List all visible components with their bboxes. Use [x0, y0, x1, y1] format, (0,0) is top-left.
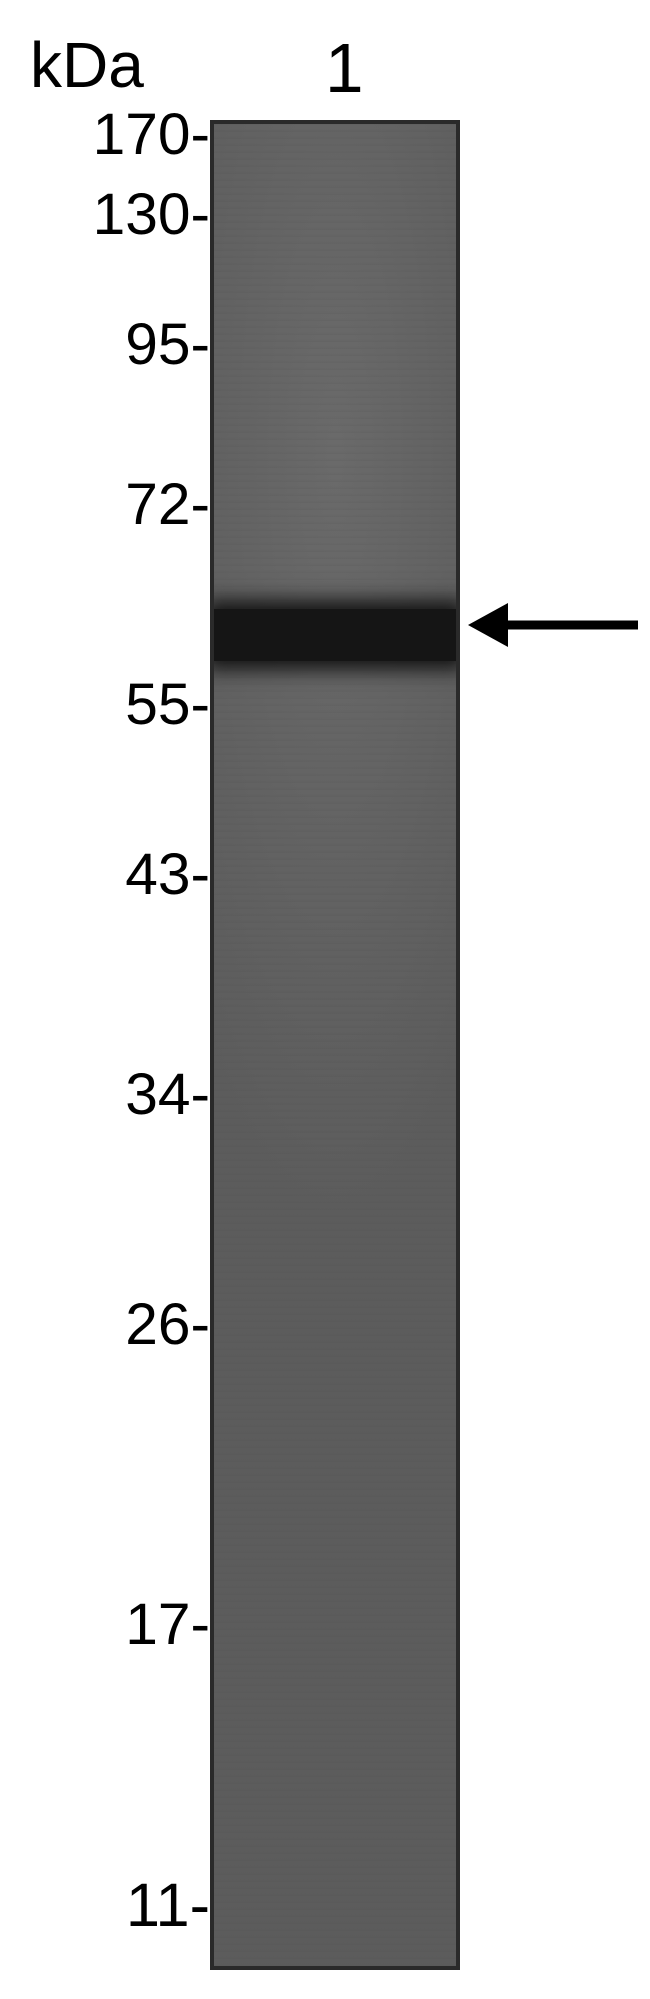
lane-1-header: 1: [325, 28, 364, 108]
marker-95: 95-: [0, 311, 210, 378]
protein-band: [214, 609, 456, 661]
blot-lane-1: [210, 120, 460, 1970]
marker-55: 55-: [0, 671, 210, 738]
axis-unit-label: kDa: [30, 28, 144, 102]
blot-lane-1-inner: [214, 124, 456, 1966]
marker-17: 17-: [0, 1591, 210, 1658]
marker-170: 170-: [0, 101, 210, 168]
marker-43: 43-: [0, 841, 210, 908]
band-indicator-arrow: [468, 603, 638, 647]
marker-130: 130-: [0, 181, 210, 248]
marker-72: 72-: [0, 471, 210, 538]
marker-11: 11-: [0, 1869, 210, 1940]
marker-34: 34-: [0, 1061, 210, 1128]
western-blot-figure: kDa 1 170- 130- 95- 72- 55- 43- 34- 26- 17- 11-: [0, 0, 650, 1999]
marker-26: 26-: [0, 1291, 210, 1358]
